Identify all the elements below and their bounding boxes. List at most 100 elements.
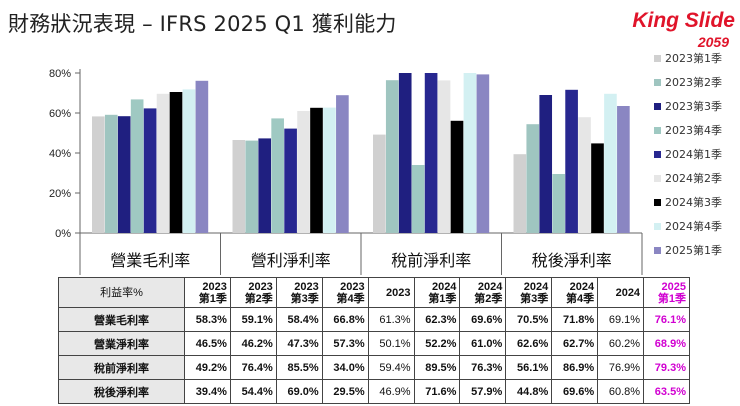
table-cell: 61.3% — [367, 307, 415, 332]
bar-2023第2季 — [245, 140, 259, 233]
legend-swatch — [654, 151, 661, 158]
bar-2023第1季 — [373, 134, 386, 233]
bar-2024第1季 — [143, 108, 157, 233]
bar-2024第2季 — [297, 111, 310, 233]
bar-2024第4季 — [182, 89, 196, 234]
bar-2025第1季 — [617, 106, 630, 233]
table-cell: 39.4% — [184, 379, 231, 404]
row-label: 營業淨利率 — [58, 331, 185, 356]
table-cell: 71.8% — [551, 307, 599, 332]
table-cell: 69.0% — [275, 379, 323, 404]
table-header-row: 利益率% 2023 第1季 2023 第2季 2023 第3季 2023 第4季 2023 2024… — [58, 277, 690, 308]
row-label: 營業毛利率 — [58, 307, 185, 332]
category-label: 營利淨利率 — [251, 251, 331, 270]
table-cell: 52.2% — [413, 331, 461, 356]
table-cell: 89.5% — [413, 355, 461, 380]
table-cell: 62.3% — [413, 307, 461, 332]
bar-2023第3季 — [117, 116, 131, 233]
legend-label: 2025第1季 — [665, 243, 722, 257]
bar-2023第4季 — [130, 99, 144, 234]
legend-label: 2024第4季 — [665, 219, 722, 233]
table-cell: 69.6% — [551, 379, 599, 404]
bar-2023第1季 — [232, 140, 246, 233]
bar-2024第2季 — [437, 80, 451, 234]
table-cell: 76.1% — [643, 307, 690, 332]
legend-label: 2023第3季 — [665, 99, 722, 113]
page-title: 財務狀況表現 – IFRS 2025 Q1 獲利能力 — [8, 12, 397, 36]
bar-2023第4季 — [271, 118, 284, 233]
bar-2024第3季 — [450, 120, 464, 233]
logo-text: King Slide — [632, 9, 735, 32]
table-header-period: 2024 第1季 — [413, 277, 461, 308]
legend-label: 2024第1季 — [665, 147, 722, 161]
table-cell: 34.0% — [321, 355, 369, 380]
table-cell: 66.8% — [321, 307, 369, 332]
legend-swatch — [654, 175, 661, 182]
bar-2023第3季 — [258, 138, 272, 233]
table-header-period: 2023 — [367, 277, 415, 308]
legend-label: 2023第1季 — [665, 51, 722, 65]
bar-2024第1季 — [284, 128, 297, 233]
table-cell: 76.4% — [229, 355, 277, 380]
table-header-period: 2024 第2季 — [459, 277, 507, 308]
bar-2023第4季 — [411, 165, 425, 233]
profit-margin-table-container: 利益率% 2023 第1季 2023 第2季 2023 第3季 2023 第4季 2023 2024… — [58, 277, 690, 404]
bar-2024第3季 — [169, 92, 183, 233]
row-label: 稅前淨利率 — [58, 355, 185, 380]
table-header-period: 2023 第3季 — [275, 277, 323, 308]
legend-swatch — [654, 199, 661, 206]
company-logo: King Slide 2059 — [613, 8, 735, 58]
table-cell: 58.3% — [184, 307, 231, 332]
table-header-period: 2024 第4季 — [551, 277, 599, 308]
table-row: 營業淨利率 46.5% 46.2% 47.3% 57.3% 50.1% 52.2% 61.0%… — [58, 331, 690, 356]
table-header-period: 2023 第2季 — [229, 277, 277, 308]
legend-swatch — [654, 55, 661, 62]
table-cell: 59.1% — [229, 307, 277, 332]
table-header-period: 2023 第1季 — [184, 277, 231, 308]
table-cell: 59.4% — [367, 355, 415, 380]
table-cell: 70.5% — [505, 307, 553, 332]
table-cell: 46.5% — [184, 331, 231, 356]
legend-swatch — [654, 79, 661, 86]
table-cell: 44.8% — [505, 379, 553, 404]
table-header-label: 利益率% — [58, 277, 185, 308]
bar-2023第2季 — [385, 80, 399, 233]
bar-2024第4季 — [463, 73, 477, 233]
bar-2023第2季 — [104, 114, 118, 233]
row-label: 稅後淨利率 — [58, 379, 185, 404]
profitability-bar-chart: 0% 20% 40% 60% 80% 營業毛利率 營利淨利率 稅前淨利率 稅後淨利率 2023第1… — [49, 51, 722, 275]
table-row: 營業毛利率 58.3% 59.1% 58.4% 66.8% 61.3% 62.3% 69.6%… — [58, 307, 690, 332]
bar-2023第2季 — [526, 124, 540, 233]
table-row: 稅後淨利率 39.4% 54.4% 69.0% 29.5% 46.9% 71.6% 57.9%… — [58, 379, 690, 404]
bar-2023第1季 — [513, 154, 527, 233]
table-cell: 62.7% — [551, 331, 599, 356]
table-cell: 47.3% — [275, 331, 323, 356]
table-header-period: 2023 第4季 — [321, 277, 369, 308]
table-cell: 46.9% — [367, 379, 415, 404]
table-header-period: 2025 第1季 — [643, 277, 690, 308]
category-label: 營業毛利率 — [110, 251, 190, 270]
legend-swatch — [654, 247, 661, 254]
bar-2023第1季 — [92, 116, 105, 233]
y-tick-label: 80% — [49, 68, 71, 80]
table-cell: 57.9% — [459, 379, 507, 404]
bar-2024第4季 — [323, 107, 336, 233]
table-cell: 62.6% — [505, 331, 553, 356]
table-cell: 57.3% — [321, 331, 369, 356]
y-tick-label: 60% — [49, 108, 71, 120]
bar-2025第1季 — [336, 95, 349, 233]
table-cell: 76.9% — [597, 355, 645, 380]
table-cell: 56.1% — [505, 355, 553, 380]
legend-label: 2024第2季 — [665, 171, 722, 185]
table-cell: 61.0% — [459, 331, 507, 356]
table-cell: 46.2% — [229, 331, 277, 356]
bar-2024第1季 — [565, 89, 578, 233]
bar-2024第3季 — [310, 107, 323, 233]
table-cell: 29.5% — [321, 379, 369, 404]
table-header-period: 2024 第3季 — [505, 277, 553, 308]
table-cell: 60.8% — [597, 379, 645, 404]
category-label: 稅後淨利率 — [532, 251, 612, 270]
y-tick-label: 40% — [49, 148, 71, 160]
table-cell: 60.2% — [597, 331, 645, 356]
table-cell: 69.6% — [459, 307, 507, 332]
